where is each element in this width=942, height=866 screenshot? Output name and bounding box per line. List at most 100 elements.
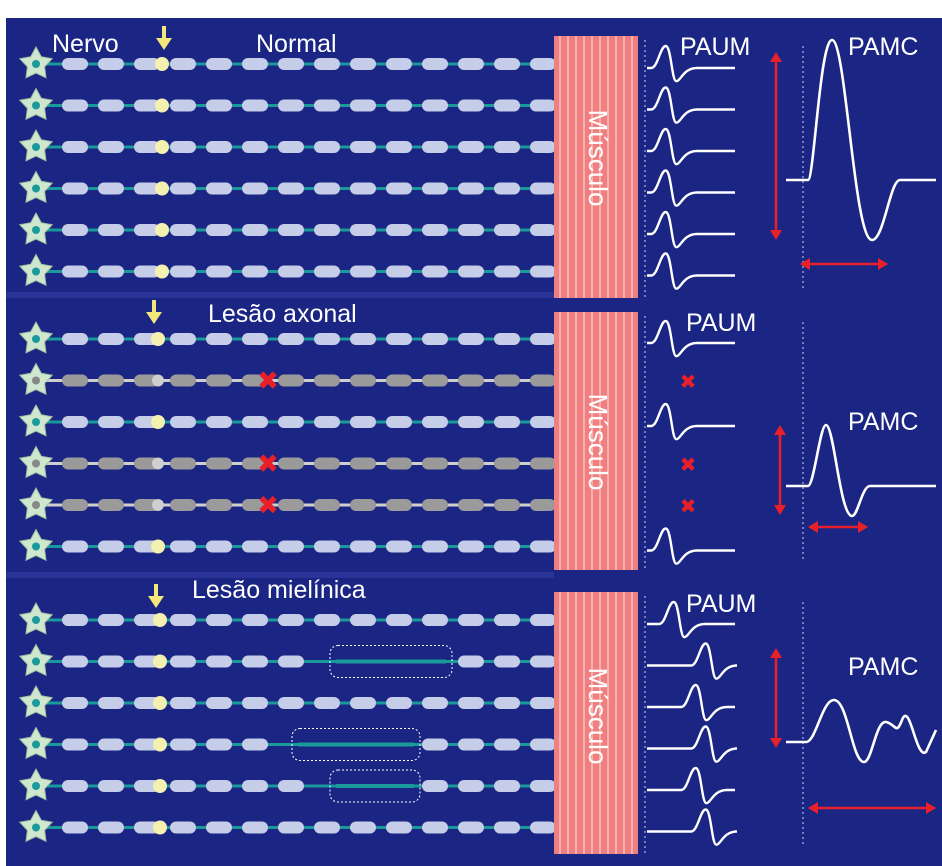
myelin-segment xyxy=(458,457,484,470)
nucleus xyxy=(32,542,40,551)
paum-wave xyxy=(647,210,735,249)
nucleus xyxy=(32,699,40,707)
pamc-label-axonal: PAMC xyxy=(848,408,918,436)
myelin-segment xyxy=(458,265,484,278)
myelin-segment xyxy=(530,821,556,834)
myelin-segment xyxy=(170,224,196,236)
myelin-segment xyxy=(314,224,340,236)
myelin-segment xyxy=(422,780,448,792)
myelin-segment xyxy=(278,614,304,626)
myelin-segment xyxy=(170,58,196,70)
myelin-segment xyxy=(98,265,124,278)
myelin-segment xyxy=(278,182,304,195)
stimulus-point xyxy=(153,779,167,793)
paum-label-normal: PAUM xyxy=(680,33,750,61)
myelin-segment xyxy=(62,697,88,709)
myelin-segment xyxy=(98,738,124,751)
myelin-segment xyxy=(458,780,484,792)
myelin-segment xyxy=(242,780,268,792)
myelin-segment xyxy=(458,374,484,387)
myelin-segment xyxy=(314,141,340,153)
myelin-segment xyxy=(278,99,304,112)
myelin-segment xyxy=(350,697,376,709)
myelin-segment xyxy=(170,614,196,626)
myelin-segment xyxy=(494,457,520,470)
myelin-segment xyxy=(530,540,556,553)
nerve-fiber xyxy=(18,808,738,846)
myelin-segment xyxy=(62,780,88,792)
myelin-segment xyxy=(314,540,340,553)
diagram-background xyxy=(6,18,942,866)
myelin-segment xyxy=(242,697,268,709)
nucleus xyxy=(32,657,40,666)
myelin-segment xyxy=(98,416,124,428)
myelin-segment xyxy=(278,265,304,278)
nerve-fiber xyxy=(18,527,735,565)
myelin-segment xyxy=(494,697,520,709)
nucleus xyxy=(32,740,40,749)
myelin-segment xyxy=(350,540,376,553)
myelin-segment xyxy=(62,416,88,428)
nucleus xyxy=(32,184,40,193)
panel-myelin: Lesão mielínica PAUM PAMC Músculo xyxy=(18,576,938,854)
myelin-segment xyxy=(530,655,556,668)
myelin-segment xyxy=(134,99,160,112)
nerve-fiber xyxy=(18,44,735,83)
myelin-segment xyxy=(458,58,484,70)
myelin-segment xyxy=(170,416,196,428)
myelin-segment xyxy=(386,416,412,428)
duration-arrow xyxy=(808,802,936,814)
nucleus xyxy=(32,418,40,426)
myelin-segment xyxy=(62,182,88,195)
x-mark-icon: ✖ xyxy=(680,370,697,394)
myelin-segment xyxy=(242,182,268,195)
pamc-waveform xyxy=(786,698,938,764)
myelin-segment xyxy=(314,697,340,709)
x-mark-icon: ✖ xyxy=(257,450,279,480)
paum-wave xyxy=(647,725,738,763)
myelin-segment xyxy=(278,374,304,387)
myelin-segment xyxy=(206,780,232,792)
myelin-segment xyxy=(62,499,88,511)
myelin-segment xyxy=(62,738,88,751)
myelin-segment xyxy=(98,182,124,195)
myelin-segment xyxy=(350,457,376,470)
paum-wave xyxy=(647,600,735,639)
myelin-segment xyxy=(494,374,520,387)
myelin-segment xyxy=(350,58,376,70)
myelin-segment xyxy=(458,614,484,626)
myelin-segment xyxy=(314,374,340,387)
myelin-segment xyxy=(350,333,376,345)
nerve-fiber xyxy=(18,642,738,680)
myelin-segment xyxy=(242,224,268,236)
myelin-segment xyxy=(458,821,484,834)
myelin-segment xyxy=(278,224,304,236)
myelin-segment xyxy=(314,457,340,470)
x-mark-icon: ✖ xyxy=(257,491,279,521)
myelin-segment xyxy=(530,416,556,428)
pamc-label-normal: PAMC xyxy=(848,33,918,61)
myelin-segment xyxy=(278,416,304,428)
myelin-segment xyxy=(314,99,340,112)
panel-separator xyxy=(6,572,554,578)
myelin-segment xyxy=(206,416,232,428)
paum-wave xyxy=(647,402,735,441)
myelin-segment xyxy=(386,540,412,553)
paum-label-axonal: PAUM xyxy=(686,309,756,337)
nerve-fiber xyxy=(18,683,735,722)
myelin-segment xyxy=(206,697,232,709)
nerve-fiber xyxy=(18,600,735,639)
myelin-segment xyxy=(386,224,412,236)
pamc-wave xyxy=(786,423,936,518)
down-arrow-icon xyxy=(148,584,164,608)
myelin-segment xyxy=(206,374,232,387)
pamc-wave xyxy=(786,38,936,242)
myelin-segment xyxy=(314,265,340,278)
myelin-segment xyxy=(494,416,520,428)
panel-axonal: Lesão axonal PAUM PAMC ✖ ✖✖ ✖✖ ✖Músculo xyxy=(18,300,936,570)
myelin-segment xyxy=(494,333,520,345)
myelin-segment xyxy=(422,58,448,70)
stimulus-point xyxy=(155,181,169,196)
amplitude-arrow xyxy=(770,648,782,748)
